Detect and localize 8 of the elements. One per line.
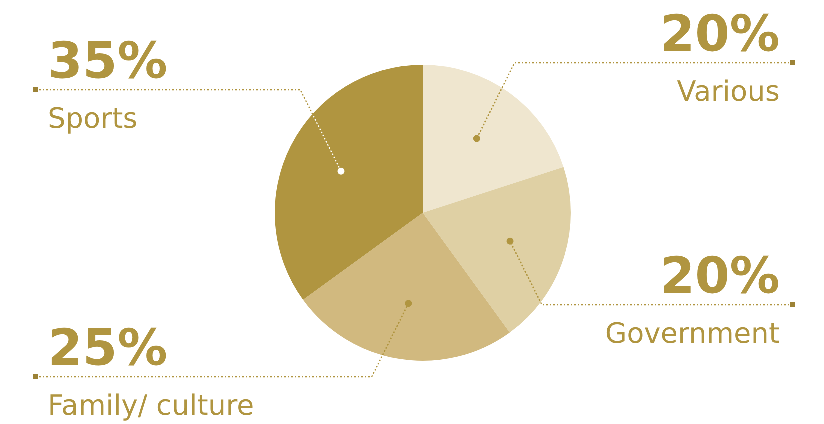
- data-label: 35%: [48, 32, 168, 90]
- slice-label: Various: [677, 75, 780, 108]
- data-label: 20%: [660, 247, 780, 305]
- data-label: 20%: [660, 5, 780, 63]
- slice-label: Sports: [48, 102, 138, 135]
- slice-label: Government: [605, 317, 780, 350]
- data-label: 25%: [48, 319, 168, 377]
- slice-label: Family/ culture: [48, 389, 254, 422]
